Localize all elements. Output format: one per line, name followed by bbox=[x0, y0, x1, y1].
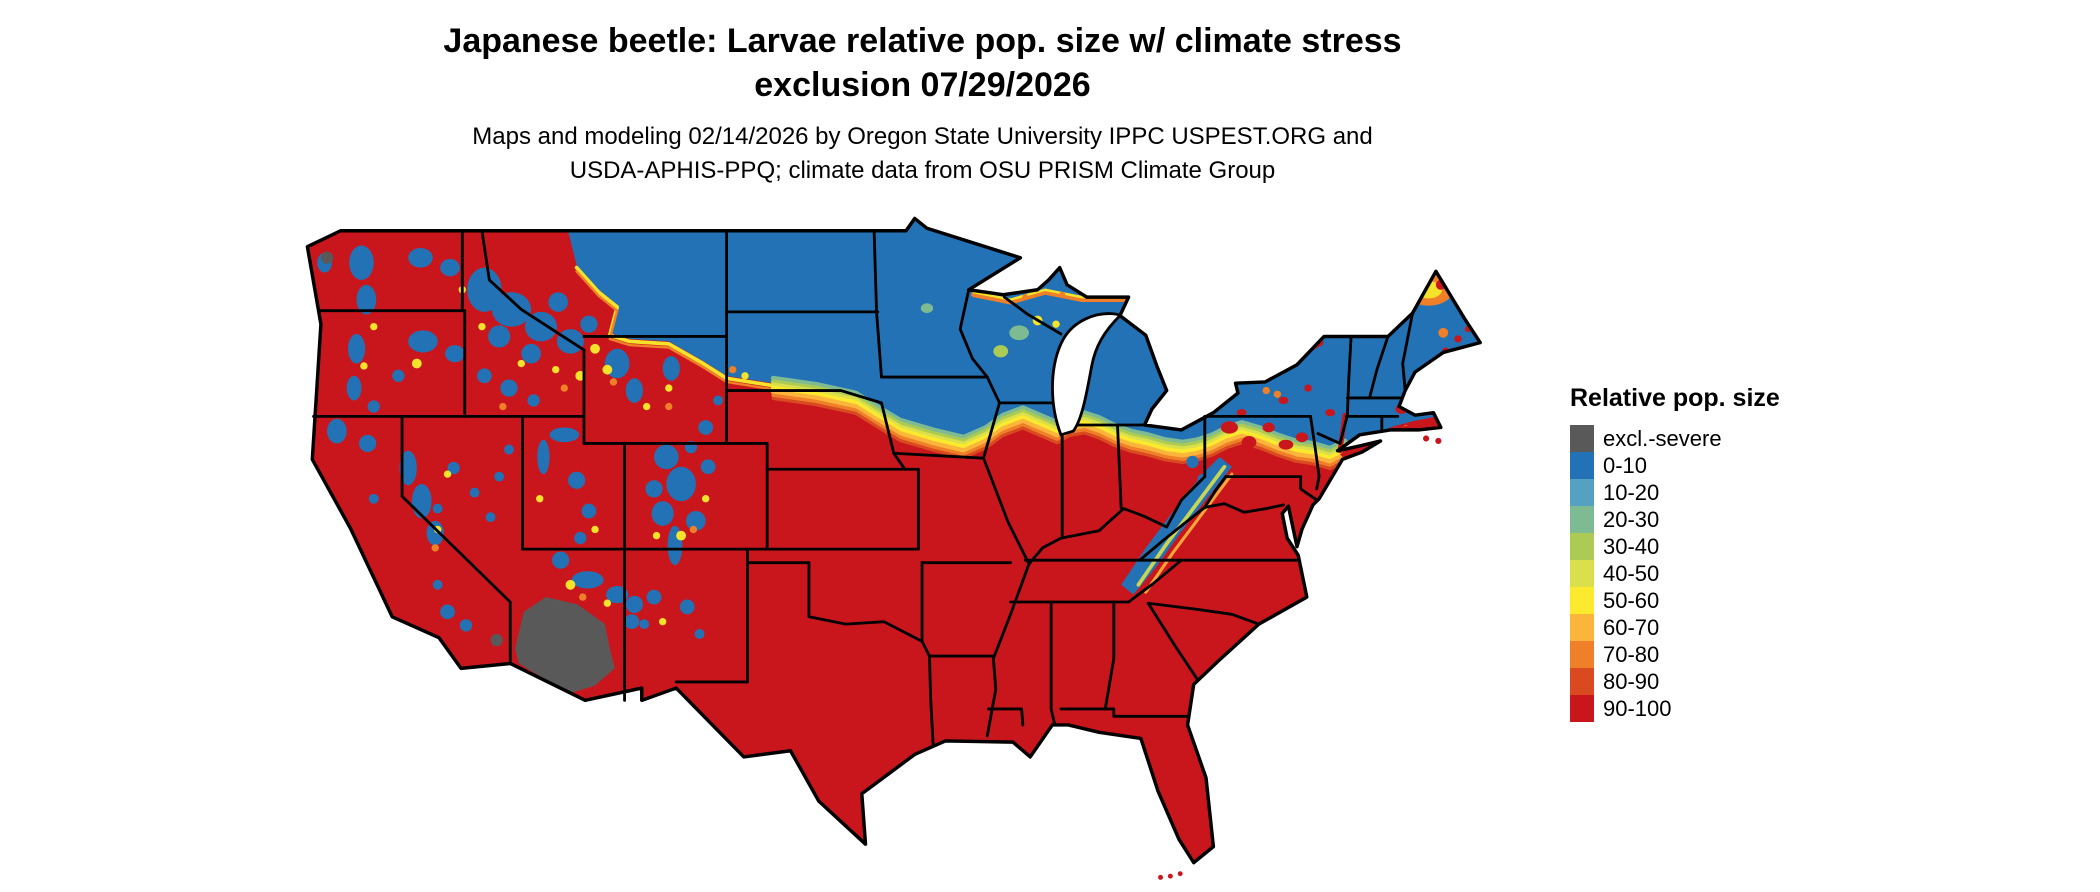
midwest-green-patches bbox=[920, 303, 1029, 358]
legend-label: 30-40 bbox=[1603, 533, 1660, 559]
legend-swatch bbox=[1570, 695, 1594, 722]
map-subt: Maps and modeling 02/14/2026 by Oregon S… bbox=[0, 120, 1845, 187]
legend-item: 30-40 bbox=[1570, 533, 1780, 560]
us-outline bbox=[305, 216, 1482, 865]
legend-swatch bbox=[1570, 533, 1594, 560]
legend-item: 60-70 bbox=[1570, 614, 1780, 641]
map-subtitle-line2: USDA-APHIS-PPQ; climate data from OSU PR… bbox=[569, 156, 1276, 184]
legend-label: 50-60 bbox=[1603, 587, 1660, 613]
western-mountain-patches bbox=[317, 245, 1208, 639]
legend-item: 40-50 bbox=[1570, 560, 1780, 587]
map-subtitle-line1: Maps and modeling 02/14/2026 by Oregon S… bbox=[472, 123, 1373, 150]
map-title-line2: exclusion 07/29/2026 bbox=[754, 65, 1091, 104]
map-title-line1: Japanese beetle: Larvae relative pop. si… bbox=[443, 22, 1402, 60]
us-map-svg bbox=[305, 216, 1482, 880]
offshore-islands bbox=[1158, 435, 1442, 880]
legend-swatch bbox=[1570, 506, 1594, 533]
legend-swatch bbox=[1570, 560, 1594, 587]
great-lakes bbox=[1051, 312, 1123, 437]
legend-swatch bbox=[1570, 587, 1594, 614]
legend-item: 70-80 bbox=[1570, 641, 1780, 668]
legend-item: 80-90 bbox=[1570, 668, 1780, 695]
legend-label: 70-80 bbox=[1603, 641, 1660, 667]
legend-label: 80-90 bbox=[1603, 668, 1660, 694]
legend-items: excl.-severe 0-10 10-20 20-30 30-40 40-50 50-6… bbox=[1570, 425, 1780, 722]
legend-swatch bbox=[1570, 479, 1594, 506]
legend-item: 50-60 bbox=[1570, 587, 1780, 614]
map-title: Japanese beetle: Larvae relative pop. si… bbox=[0, 20, 1845, 107]
legend-item: excl.-severe bbox=[1570, 425, 1780, 452]
legend-label: excl.-severe bbox=[1603, 425, 1722, 451]
legend-item: 90-100 bbox=[1570, 695, 1780, 722]
legend-swatch bbox=[1570, 452, 1594, 479]
legend-title: Relative pop. size bbox=[1570, 384, 1780, 412]
state-borders bbox=[312, 229, 1414, 747]
legend-label: 90-100 bbox=[1603, 695, 1672, 721]
legend-item: 20-30 bbox=[1570, 506, 1780, 533]
lake-michigan bbox=[1051, 312, 1123, 437]
us-map bbox=[300, 216, 1490, 890]
legend: Relative pop. size excl.-severe 0-10 10-20… bbox=[1570, 384, 1780, 722]
legend-label: 0-10 bbox=[1603, 452, 1648, 478]
legend-swatch bbox=[1570, 425, 1594, 452]
legend-item: 0-10 bbox=[1570, 452, 1780, 479]
map-raster bbox=[307, 218, 1481, 863]
legend-label: 10-20 bbox=[1603, 479, 1660, 505]
exclusion-zones bbox=[320, 251, 615, 693]
legend-label: 60-70 bbox=[1603, 614, 1660, 640]
legend-swatch bbox=[1570, 614, 1594, 641]
legend-item: 10-20 bbox=[1570, 479, 1780, 506]
legend-label: 20-30 bbox=[1603, 506, 1660, 532]
legend-label: 40-50 bbox=[1603, 560, 1660, 586]
legend-swatch bbox=[1570, 641, 1594, 668]
legend-swatch bbox=[1570, 668, 1594, 695]
